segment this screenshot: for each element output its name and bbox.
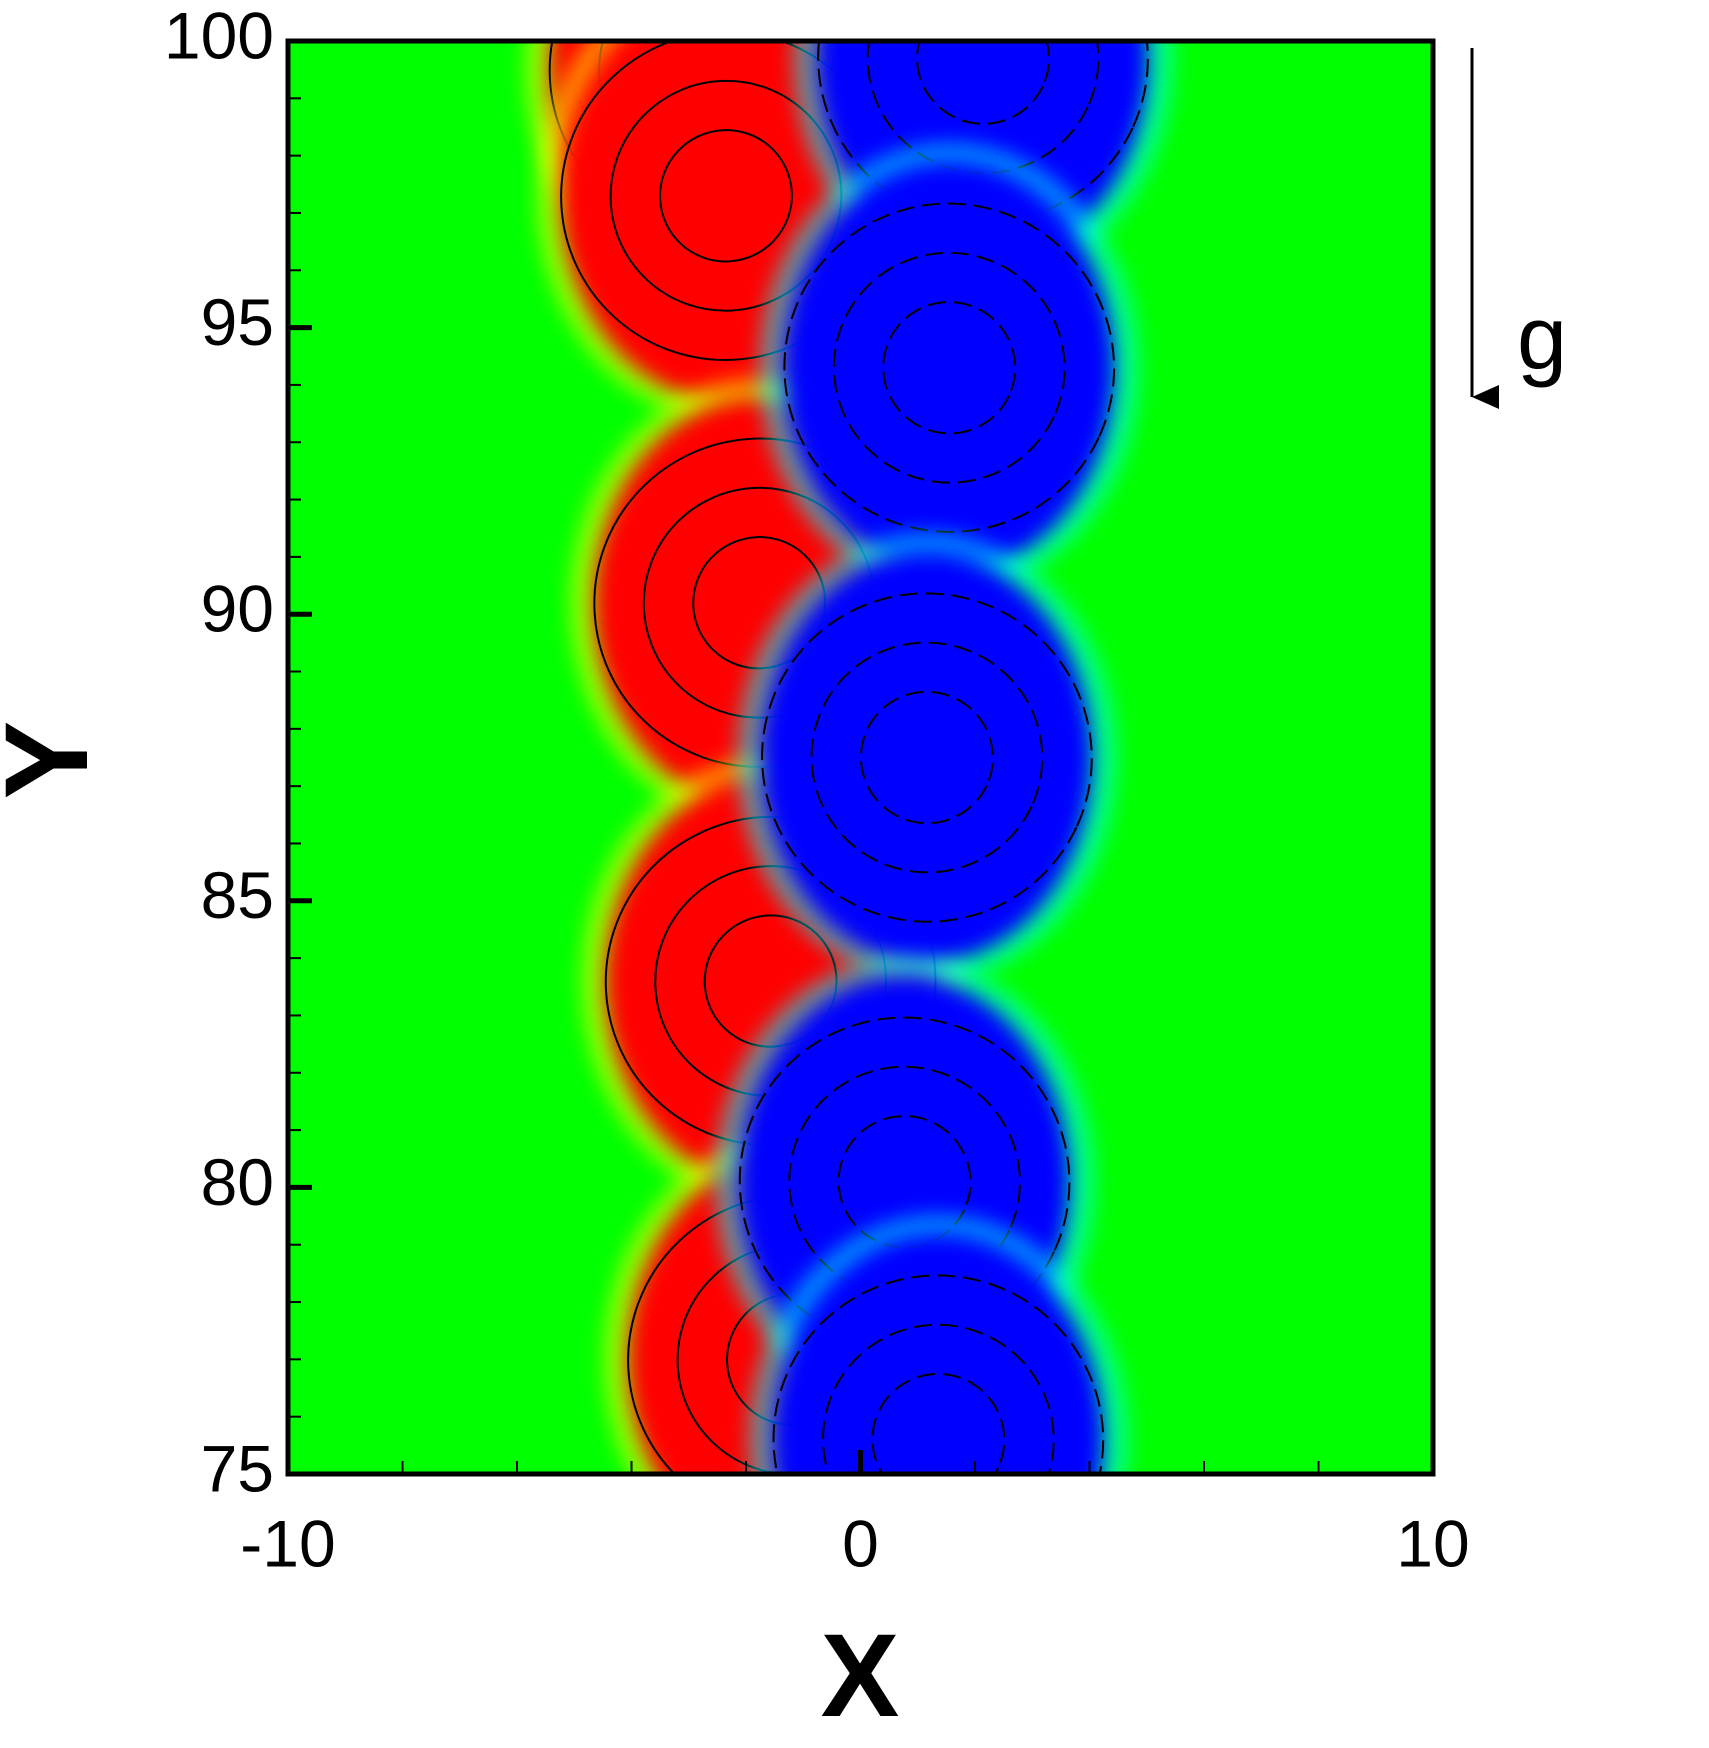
- vortex-core: [784, 162, 1115, 573]
- x-tick-label: 0: [842, 1506, 879, 1580]
- contour-line: [916, 41, 1050, 125]
- y-tick-label: 75: [201, 1431, 274, 1505]
- contour-line: [817, 41, 1149, 224]
- x-tick-label: -10: [240, 1506, 335, 1580]
- x-axis-title: X: [821, 1610, 900, 1742]
- y-tick-label: 100: [164, 0, 274, 72]
- vortex: [748, 1214, 1129, 1474]
- field: [524, 41, 1173, 1474]
- contour-line: [837, 1114, 972, 1249]
- y-axis-title: Y: [0, 721, 113, 800]
- y-tick-label: 80: [201, 1145, 274, 1219]
- contour-line: [659, 129, 793, 263]
- contour-line: [810, 641, 1044, 874]
- contour-line: [783, 202, 1116, 533]
- vortex: [736, 532, 1117, 983]
- y-tick-label: 85: [201, 858, 274, 932]
- contour-line: [788, 1065, 1021, 1298]
- vortex-core: [761, 552, 1092, 963]
- contour-line: [871, 1372, 1006, 1474]
- vortex: [759, 142, 1140, 593]
- y-tick-label: 90: [201, 572, 274, 646]
- vortex-core: [773, 1234, 1104, 1474]
- annotation: g: [1517, 289, 1567, 389]
- contour-line: [859, 690, 994, 825]
- x-tick-label: 10: [1396, 1506, 1469, 1580]
- y-tick-label: 95: [201, 285, 274, 359]
- contour-line: [832, 251, 1066, 484]
- contour-line: [738, 1016, 1071, 1347]
